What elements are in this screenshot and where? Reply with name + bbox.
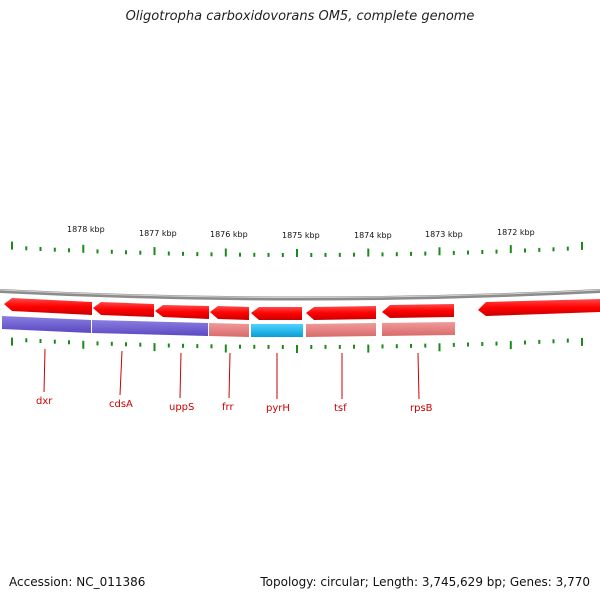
cds-arrow[interactable] bbox=[478, 299, 600, 316]
gene-label-uppS[interactable]: uppS bbox=[169, 402, 194, 413]
cds-arrow[interactable] bbox=[306, 306, 376, 320]
cds-arrow[interactable] bbox=[155, 305, 209, 319]
bottom-tick-row bbox=[11, 337, 583, 353]
feature-bar-pyrH[interactable] bbox=[251, 324, 303, 337]
gene-label-frr[interactable]: frr bbox=[222, 402, 234, 413]
coordinate-labels: 1878 kbp 1877 kbp 1876 kbp 1875 kbp 1874… bbox=[67, 225, 535, 240]
coord-label-1873: 1873 kbp bbox=[425, 230, 463, 239]
gene-label-cdsA[interactable]: cdsA bbox=[109, 399, 133, 410]
coord-label-1876: 1876 kbp bbox=[210, 230, 248, 239]
cds-arrow[interactable] bbox=[93, 302, 154, 317]
gene-label-rpsB[interactable]: rpsB bbox=[410, 403, 433, 414]
genome-backbone-highlight bbox=[0, 289, 600, 298]
feature-bar-uppS[interactable] bbox=[209, 323, 249, 337]
feature-bar-cdsA[interactable] bbox=[92, 320, 208, 336]
feature-track bbox=[2, 316, 455, 337]
leader-rpsB bbox=[417, 352, 420, 400]
cds-arrow[interactable] bbox=[251, 307, 302, 320]
leader-cdsA bbox=[119, 350, 123, 396]
top-tick-row bbox=[11, 241, 583, 257]
coord-label-1875: 1875 kbp bbox=[282, 231, 320, 240]
leader-dxr bbox=[43, 348, 46, 393]
gene-labels: dxr cdsA uppS frr pyrH tsf rpsB bbox=[36, 396, 433, 414]
topology-text: Topology: circular; Length: 3,745,629 bp… bbox=[260, 575, 590, 589]
feature-bar-rpsB[interactable] bbox=[382, 322, 455, 336]
accession-text: Accession: NC_011386 bbox=[9, 575, 146, 589]
coord-label-1877: 1877 kbp bbox=[139, 229, 177, 238]
gene-label-pyrH[interactable]: pyrH bbox=[266, 403, 290, 414]
feature-bar-dxr[interactable] bbox=[2, 316, 91, 333]
feature-bar-tsf[interactable] bbox=[306, 323, 376, 337]
cds-arrow[interactable] bbox=[4, 298, 92, 315]
map-title: Oligotropha carboxidovorans OM5, complet… bbox=[125, 9, 475, 24]
genome-backbone bbox=[0, 289, 600, 301]
coord-label-1878: 1878 kbp bbox=[67, 225, 105, 234]
cds-track bbox=[4, 298, 600, 320]
gene-label-tsf[interactable]: tsf bbox=[334, 403, 347, 414]
coord-label-1874: 1874 kbp bbox=[354, 231, 392, 240]
gene-leaders bbox=[43, 348, 420, 400]
leader-frr bbox=[228, 352, 231, 399]
coord-label-1872: 1872 kbp bbox=[497, 228, 535, 237]
gene-label-dxr[interactable]: dxr bbox=[36, 396, 53, 407]
leader-uppS bbox=[179, 352, 182, 399]
cds-arrow[interactable] bbox=[382, 304, 454, 318]
cds-arrow[interactable] bbox=[210, 306, 249, 320]
